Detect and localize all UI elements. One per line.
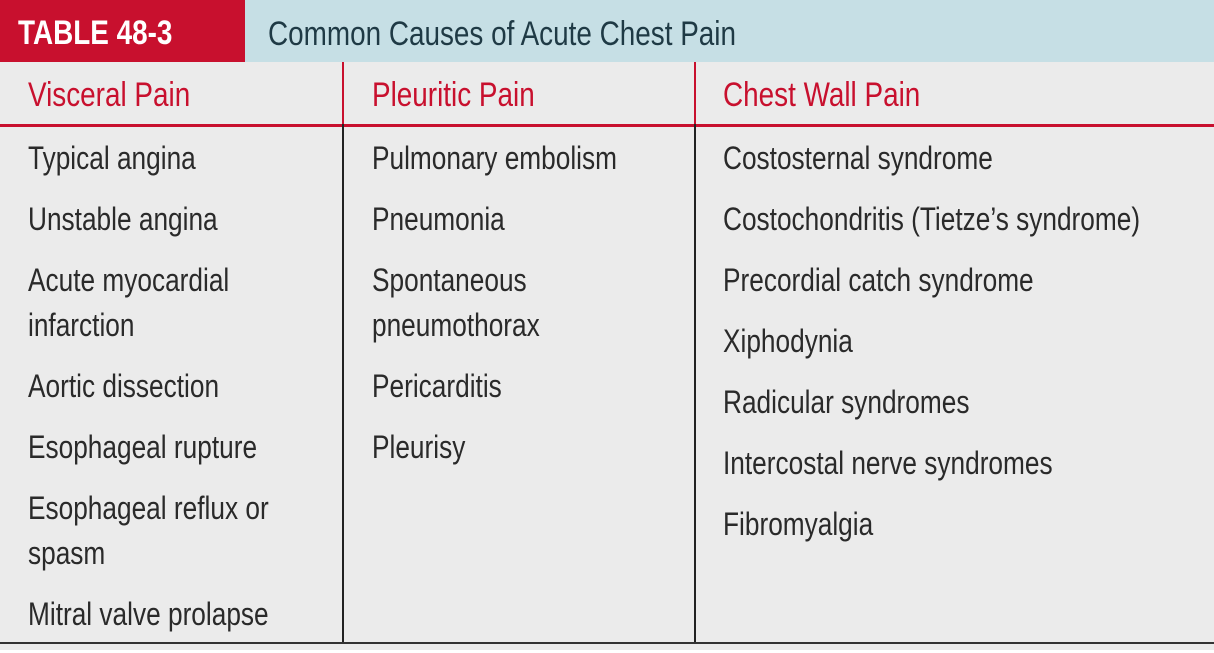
list-item-text: Pneumonia <box>372 201 505 237</box>
list-item: Spontaneous pneumothorax <box>372 258 671 348</box>
column-divider-header <box>342 62 344 124</box>
header-text: Visceral Pain <box>28 76 191 114</box>
list-item-text: Radicular syndromes <box>723 384 970 420</box>
list-item-text: Aortic dissection <box>28 368 220 404</box>
list-item: Pneumonia <box>372 197 671 242</box>
column-visceral: Typical angina Unstable angina Acute myoca… <box>28 136 322 653</box>
list-item-text: Costosternal syndrome <box>723 140 993 176</box>
table-label: TABLE 48-3 <box>0 0 245 62</box>
list-item: Acute myocardial infarction <box>28 258 322 348</box>
list-item-text: Spontaneous <box>372 262 527 298</box>
list-item-text: Acute myocardial <box>28 262 230 298</box>
list-item: Esophageal reflux or spasm <box>28 486 322 576</box>
table-label-text: TABLE 48-3 <box>18 14 173 52</box>
header-text: Pleuritic Pain <box>372 76 535 114</box>
header-row: Visceral Pain Pleuritic Pain Chest Wall … <box>0 62 1214 127</box>
list-item: Xiphodynia <box>723 319 1214 364</box>
column-header-chest-wall: Chest Wall Pain <box>723 62 964 128</box>
column-divider <box>342 62 344 643</box>
list-item-text: Pericarditis <box>372 368 502 404</box>
list-item: Precordial catch syndrome <box>723 258 1214 303</box>
list-item: Costosternal syndrome <box>723 136 1214 181</box>
list-item: Mitral valve prolapse <box>28 592 322 637</box>
list-item: Pulmonary embolism <box>372 136 671 181</box>
list-item: Pericarditis <box>372 364 671 409</box>
list-item-text: Precordial catch syndrome <box>723 262 1034 298</box>
list-item: Fibromyalgia <box>723 502 1214 547</box>
list-item-text: pneumothorax <box>372 307 540 343</box>
list-item-text: Esophageal rupture <box>28 429 258 465</box>
list-item-text: Typical angina <box>28 140 196 176</box>
list-item: Pleurisy <box>372 425 671 470</box>
column-divider <box>694 62 696 643</box>
table-title-text: Common Causes of Acute Chest Pain <box>268 15 737 53</box>
column-divider-header <box>694 62 696 124</box>
table-title-bar: TABLE 48-3 Common Causes of Acute Chest … <box>0 0 1214 62</box>
list-item: Esophageal rupture <box>28 425 322 470</box>
list-item-text: Costochondritis (Tietze’s syndrome) <box>723 201 1141 237</box>
column-header-pleuritic: Pleuritic Pain <box>372 62 570 128</box>
list-item-text: infarction <box>28 307 135 343</box>
table-title: Common Causes of Acute Chest Pain <box>268 0 839 62</box>
list-item: Intercostal nerve syndromes <box>723 441 1214 486</box>
list-item-text: Xiphodynia <box>723 323 853 359</box>
list-item: Unstable angina <box>28 197 322 242</box>
list-item-text: Intercostal nerve syndromes <box>723 445 1053 481</box>
list-item-text: spasm <box>28 535 106 571</box>
list-item-text: Pleurisy <box>372 429 466 465</box>
list-item-text: Esophageal reflux or <box>28 490 269 526</box>
list-item-text: Fibromyalgia <box>723 506 874 542</box>
list-item-text: Pulmonary embolism <box>372 140 617 176</box>
list-item: Radicular syndromes <box>723 380 1214 425</box>
column-pleuritic: Pulmonary embolism Pneumonia Spontaneous pn… <box>372 136 671 486</box>
list-item: Typical angina <box>28 136 322 181</box>
list-item: Costochondritis (Tietze’s syndrome) <box>723 197 1214 242</box>
table-bottom-rule <box>0 642 1214 644</box>
header-text: Chest Wall Pain <box>723 76 921 114</box>
list-item-text: Unstable angina <box>28 201 218 237</box>
column-chest-wall: Costosternal syndrome Costochondritis (Ti… <box>723 136 1214 563</box>
list-item-text: Mitral valve prolapse <box>28 596 269 632</box>
list-item: Aortic dissection <box>28 364 322 409</box>
column-header-visceral: Visceral Pain <box>28 62 226 128</box>
